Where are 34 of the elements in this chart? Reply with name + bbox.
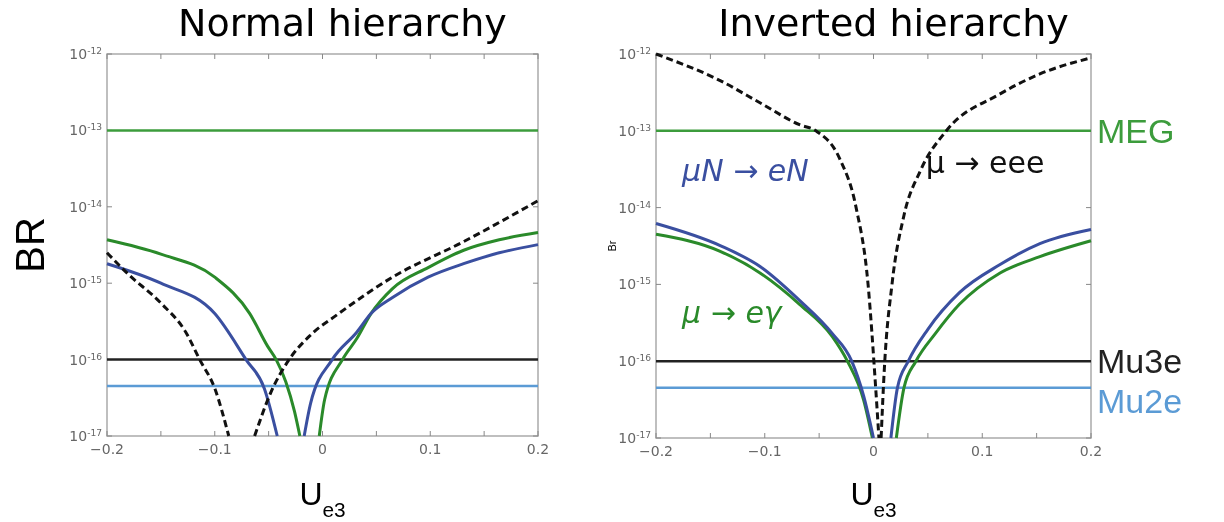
ref-line-label: Mu2e: [1097, 382, 1183, 421]
series-label: μ → eγ: [681, 294, 784, 330]
series-label: μ → eee: [925, 145, 1045, 181]
y-tick-label: 10$^{-12}$: [618, 45, 651, 62]
x-tick-label: 0: [869, 443, 878, 459]
x-tick-label: −0.1: [197, 441, 232, 457]
chart-title: Normal hierarchy: [178, 1, 507, 45]
x-tick-label: 0.1: [419, 441, 442, 457]
x-axis-title: U$_{e3}$: [850, 476, 897, 521]
x-tick-label: 0.2: [526, 441, 550, 457]
y-tick-label: 10$^{-16}$: [69, 351, 103, 368]
x-tick-label: 0.1: [971, 443, 994, 459]
y-tick-label: 10$^{-14}$: [69, 198, 103, 215]
y-tick-label: 10$^{-15}$: [69, 275, 102, 292]
y-tick-label: 10$^{-12}$: [69, 45, 102, 62]
ref-line-label: Mu3e: [1097, 342, 1183, 381]
series-label: μN → eN: [681, 152, 809, 188]
x-tick-label: −0.2: [639, 443, 673, 459]
y-axis-title: BR: [8, 217, 52, 273]
y-axis-title: Br: [605, 240, 618, 252]
y-tick-label: 10$^{-17}$: [618, 429, 652, 446]
x-tick-label: −0.1: [747, 443, 782, 459]
x-tick-label: 0: [318, 441, 327, 457]
y-tick-label: 10$^{-15}$: [618, 276, 651, 293]
x-tick-label: 0.2: [1079, 443, 1103, 459]
y-tick-label: 10$^{-13}$: [69, 122, 103, 139]
y-tick-label: 10$^{-17}$: [69, 427, 103, 444]
ref-line-label: MEG: [1097, 111, 1175, 150]
x-tick-label: −0.2: [90, 441, 124, 457]
x-axis-title: U$_{e3}$: [299, 476, 346, 521]
y-tick-label: 10$^{-14}$: [618, 199, 652, 216]
chart-title: Inverted hierarchy: [718, 1, 1069, 45]
y-tick-label: 10$^{-16}$: [618, 353, 652, 370]
y-tick-label: 10$^{-13}$: [618, 122, 652, 139]
